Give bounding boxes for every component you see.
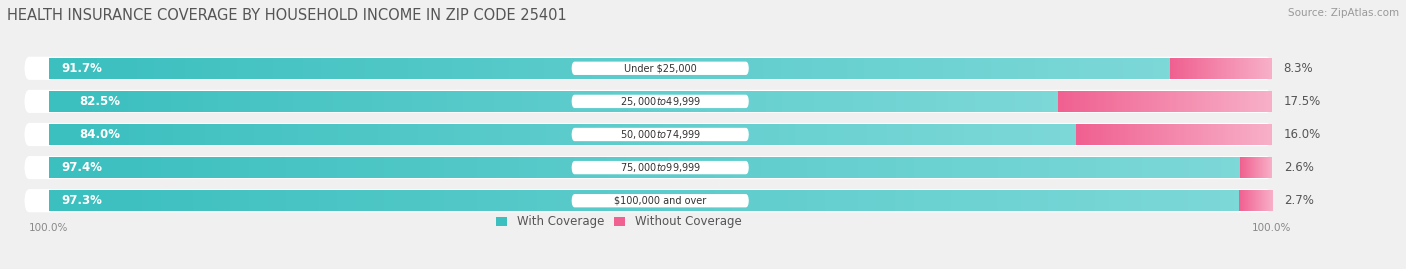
- FancyBboxPatch shape: [24, 189, 1271, 212]
- Text: 82.5%: 82.5%: [80, 95, 121, 108]
- FancyBboxPatch shape: [24, 123, 1271, 146]
- Text: 84.0%: 84.0%: [80, 128, 121, 141]
- Text: $75,000 to $99,999: $75,000 to $99,999: [620, 161, 700, 174]
- Text: 16.0%: 16.0%: [1284, 128, 1322, 141]
- FancyBboxPatch shape: [572, 62, 749, 75]
- FancyBboxPatch shape: [24, 57, 1271, 80]
- Text: $100,000 and over: $100,000 and over: [614, 196, 706, 206]
- Text: HEALTH INSURANCE COVERAGE BY HOUSEHOLD INCOME IN ZIP CODE 25401: HEALTH INSURANCE COVERAGE BY HOUSEHOLD I…: [7, 8, 567, 23]
- FancyBboxPatch shape: [24, 156, 1271, 179]
- Text: Source: ZipAtlas.com: Source: ZipAtlas.com: [1288, 8, 1399, 18]
- FancyBboxPatch shape: [572, 161, 749, 174]
- Text: Under $25,000: Under $25,000: [624, 63, 696, 73]
- Text: 2.6%: 2.6%: [1284, 161, 1313, 174]
- Legend: With Coverage, Without Coverage: With Coverage, Without Coverage: [495, 215, 742, 228]
- FancyBboxPatch shape: [572, 194, 749, 207]
- Text: $25,000 to $49,999: $25,000 to $49,999: [620, 95, 700, 108]
- FancyBboxPatch shape: [24, 90, 1271, 113]
- Text: $50,000 to $74,999: $50,000 to $74,999: [620, 128, 700, 141]
- Text: 2.7%: 2.7%: [1284, 194, 1313, 207]
- Text: 91.7%: 91.7%: [60, 62, 103, 75]
- FancyBboxPatch shape: [572, 128, 749, 141]
- Text: 97.3%: 97.3%: [60, 194, 103, 207]
- Text: 17.5%: 17.5%: [1284, 95, 1322, 108]
- Text: 97.4%: 97.4%: [60, 161, 103, 174]
- Text: 8.3%: 8.3%: [1284, 62, 1313, 75]
- FancyBboxPatch shape: [572, 95, 749, 108]
